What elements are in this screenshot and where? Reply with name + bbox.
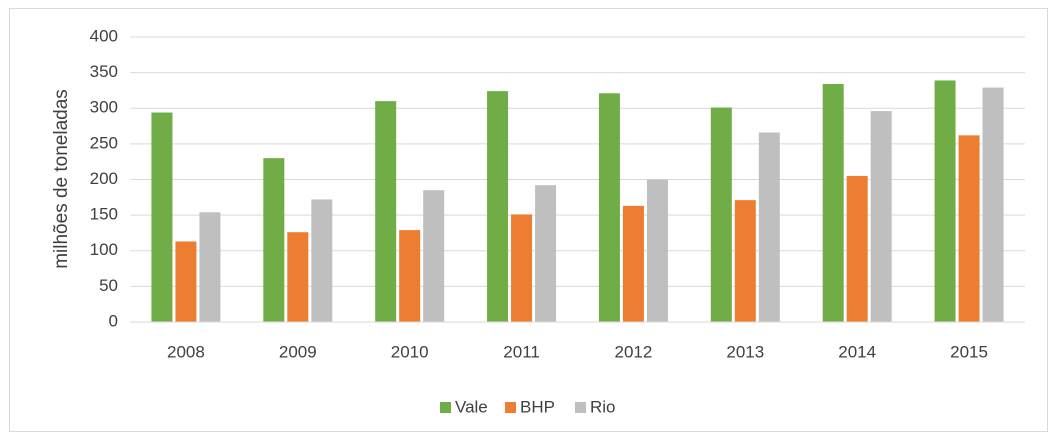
- y-tick-label: 100: [90, 240, 118, 259]
- legend-swatch: [440, 402, 451, 413]
- bar: [535, 185, 557, 322]
- y-tick-label: 250: [90, 133, 118, 152]
- x-tick-label: 2013: [726, 342, 764, 361]
- bar: [710, 107, 732, 322]
- x-tick-label: 2009: [279, 342, 317, 361]
- bar: [958, 135, 980, 322]
- bar: [646, 179, 668, 322]
- bar: [199, 212, 221, 322]
- x-tick-label: 2008: [167, 342, 205, 361]
- x-tick-label: 2014: [838, 342, 876, 361]
- legend-swatch: [505, 402, 516, 413]
- legend-label: Vale: [455, 397, 488, 416]
- y-axis-label: milhões de toneladas: [51, 89, 72, 269]
- bar: [758, 132, 780, 322]
- legend-label: Rio: [590, 397, 616, 416]
- bar: [263, 158, 285, 322]
- bar: [399, 230, 421, 322]
- x-tick-label: 2015: [950, 342, 988, 361]
- y-tick-label: 350: [90, 62, 118, 81]
- bar: [846, 175, 868, 322]
- y-tick-label: 0: [109, 311, 118, 330]
- y-tick-label: 50: [99, 276, 118, 295]
- bar: [934, 80, 956, 323]
- y-tick-label: 400: [90, 26, 118, 45]
- bar: [487, 91, 509, 323]
- x-tick-label: 2012: [615, 342, 653, 361]
- bar: [423, 190, 445, 322]
- y-tick-label: 300: [90, 98, 118, 117]
- y-tick-label: 150: [90, 205, 118, 224]
- bar: [982, 87, 1004, 323]
- bar: [734, 200, 756, 322]
- bar: [511, 214, 533, 322]
- bar: [287, 232, 309, 322]
- x-tick-label: 2011: [503, 342, 540, 361]
- y-tick-label: 200: [90, 169, 118, 188]
- bar: [870, 111, 892, 322]
- bar: [822, 84, 844, 323]
- legend-swatch: [575, 402, 586, 413]
- bar: [151, 112, 173, 323]
- bar: [622, 205, 644, 322]
- bar: [598, 93, 620, 322]
- bar: [311, 199, 333, 322]
- legend-label: BHP: [520, 397, 555, 416]
- bar: [175, 241, 197, 322]
- x-tick-label: 2010: [391, 342, 429, 361]
- bar: [375, 101, 397, 322]
